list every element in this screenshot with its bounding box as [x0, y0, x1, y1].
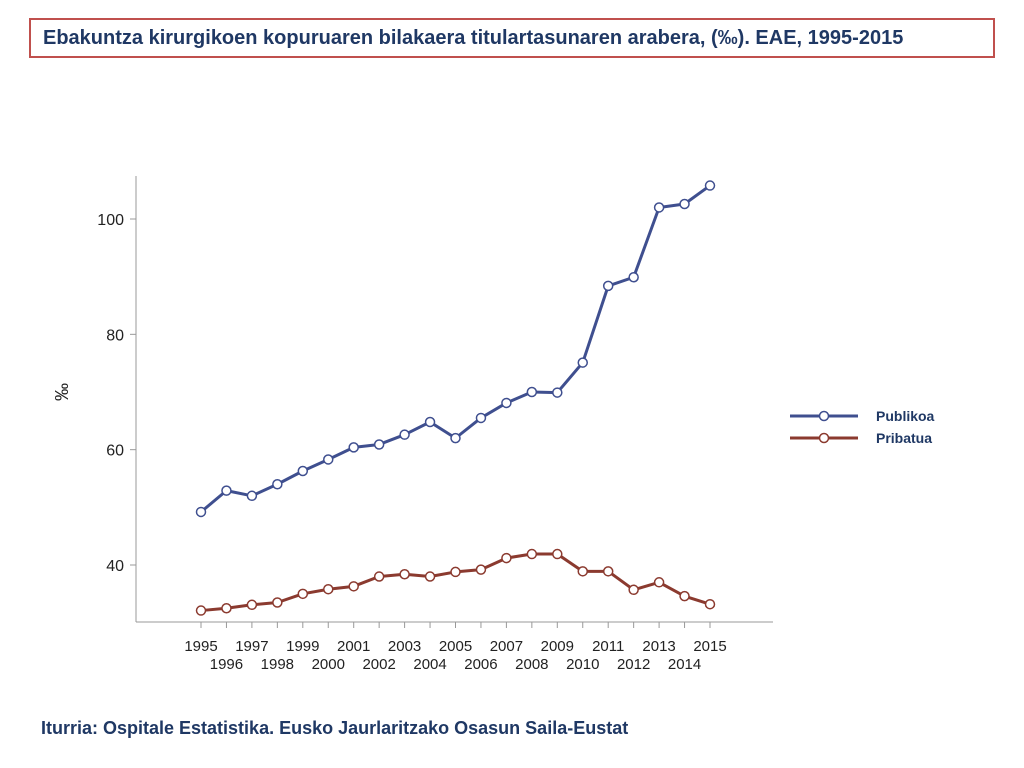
data-point	[195, 605, 207, 616]
x-tick-label: 2002	[362, 656, 395, 673]
data-point	[323, 454, 334, 465]
x-tick-label: 2005	[439, 638, 472, 655]
title-box: Ebakuntza kirurgikoen kopuruaren bilakae…	[29, 18, 995, 58]
y-tick-label: 100	[97, 212, 124, 229]
data-point	[246, 490, 258, 502]
series-line	[200, 184, 711, 514]
x-tick-label: 2007	[490, 638, 523, 655]
data-point	[501, 397, 512, 409]
data-point	[348, 442, 359, 453]
x-tick-label: 1997	[235, 638, 268, 655]
data-point	[526, 548, 538, 560]
data-point	[552, 387, 563, 398]
data-point	[348, 581, 359, 592]
data-point	[501, 552, 512, 564]
data-point	[399, 429, 410, 440]
data-point	[297, 588, 309, 600]
data-point	[272, 597, 283, 608]
data-point	[704, 180, 716, 191]
data-point	[450, 432, 461, 444]
data-point	[246, 599, 258, 611]
data-point	[628, 271, 639, 283]
data-point	[221, 485, 232, 496]
data-point	[221, 603, 232, 614]
y-tick-label: 60	[106, 443, 124, 460]
data-point	[653, 577, 665, 588]
legend-label: Publikoa	[876, 408, 935, 424]
x-tick-label: 1996	[210, 656, 243, 673]
x-tick-label: 1998	[261, 656, 294, 673]
x-tick-label: 2006	[464, 656, 497, 673]
x-tick-label: 2010	[566, 656, 599, 673]
x-tick-label: 2000	[312, 656, 345, 673]
x-tick-label: 2001	[337, 638, 370, 655]
x-tick-label: 2011	[592, 638, 624, 655]
x-tick-label: 2013	[642, 638, 675, 655]
data-point	[297, 465, 309, 477]
x-tick-label: 2009	[541, 638, 574, 655]
x-tick-label: 1999	[286, 638, 319, 655]
data-point	[602, 280, 614, 292]
x-tick-label: 2004	[413, 656, 446, 673]
line-chart: 406080100‰199519961997199819992000200120…	[52, 176, 935, 673]
data-point	[679, 198, 690, 210]
data-point	[323, 583, 334, 595]
data-point	[373, 439, 385, 450]
data-point	[424, 416, 436, 428]
legend-swatch-marker	[818, 432, 830, 444]
x-tick-label: 2012	[617, 656, 650, 673]
x-tick-label: 2015	[693, 638, 726, 655]
data-point	[475, 564, 487, 575]
data-point	[195, 506, 207, 518]
data-point	[424, 571, 436, 582]
data-point	[373, 571, 385, 582]
x-tick-label: 2008	[515, 656, 548, 673]
data-point	[679, 590, 690, 602]
data-point	[704, 598, 716, 610]
x-tick-label: 1995	[184, 638, 217, 655]
data-point	[475, 412, 487, 424]
data-point	[577, 357, 588, 368]
data-point	[399, 568, 410, 580]
data-point	[602, 566, 614, 577]
y-tick-label: 80	[106, 327, 124, 344]
data-point	[577, 566, 588, 577]
data-point	[526, 386, 538, 398]
x-tick-label: 2014	[668, 656, 701, 673]
source-note: Iturria: Ospitale Estatistika. Eusko Jau…	[41, 718, 629, 738]
chart-title: Ebakuntza kirurgikoen kopuruaren bilakae…	[43, 26, 904, 49]
data-point	[552, 548, 563, 560]
legend-swatch-marker	[818, 410, 830, 422]
legend-label: Pribatua	[876, 430, 932, 446]
x-tick-label: 2003	[388, 638, 421, 655]
data-point	[628, 584, 639, 596]
data-point	[653, 202, 665, 213]
y-tick-label: 40	[106, 558, 124, 575]
y-axis-label: ‰	[52, 383, 72, 401]
data-point	[272, 479, 283, 490]
data-point	[450, 566, 461, 578]
